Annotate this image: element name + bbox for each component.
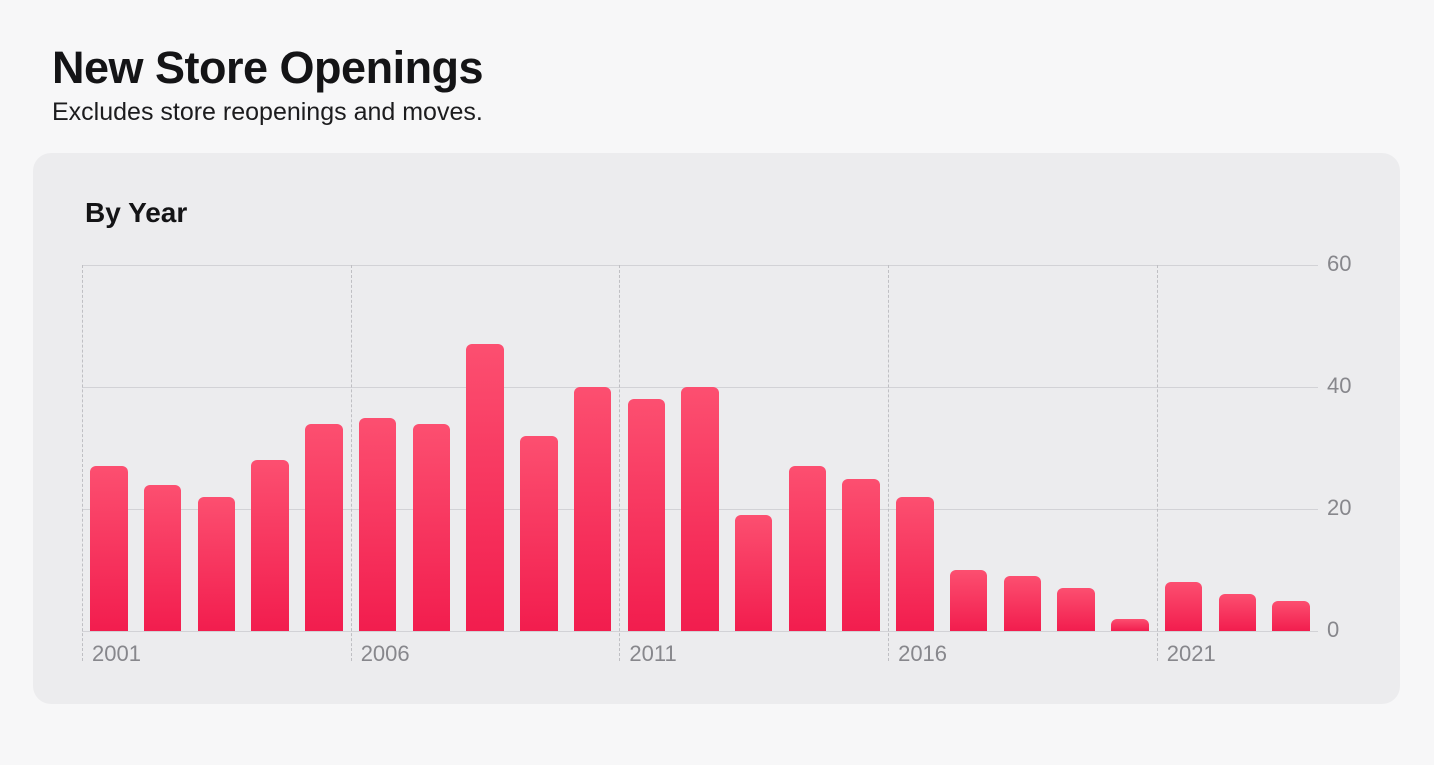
bar-2001 [90, 466, 128, 631]
bar-2006 [358, 417, 397, 631]
x-axis-label-2006: 2006 [360, 641, 410, 666]
bar-2007 [412, 423, 451, 631]
bar-2016 [896, 496, 934, 631]
bar-2022 [1218, 594, 1257, 631]
bar-2017 [949, 570, 988, 631]
y-axis-label-40: 40 [1327, 373, 1352, 398]
bar-2018 [1003, 576, 1042, 631]
dashed-gridline-2001 [82, 265, 83, 661]
bar-2004 [251, 460, 289, 631]
chart-card: By Year 0 20 40 60 2001 2006 2011 2016 2021 [33, 153, 1400, 704]
y-axis-label-20: 20 [1327, 495, 1352, 520]
bar-2009 [520, 435, 558, 631]
bar-2021 [1164, 582, 1203, 631]
bar-2014 [788, 466, 827, 631]
x-axis-label-2016: 2016 [898, 641, 948, 666]
card-title: By Year [85, 197, 188, 228]
page-subtitle: Excludes store reopenings and moves. [52, 98, 483, 126]
x-axis-label-2021: 2021 [1166, 641, 1216, 666]
by-year-bar-chart: 0 20 40 60 2001 2006 2011 2016 2021 [33, 153, 1400, 704]
dashed-gridline-2006 [350, 265, 352, 661]
bar-2020 [1111, 618, 1149, 631]
bar-2023 [1272, 600, 1310, 631]
bar-2008 [466, 344, 504, 631]
bar-2012 [681, 387, 719, 631]
page-title: New Store Openings [52, 42, 484, 93]
gridline-y-60 [82, 265, 1318, 266]
bar-2019 [1057, 588, 1095, 631]
dashed-gridline-2021 [1156, 265, 1158, 661]
bar-2002 [143, 484, 182, 631]
bar-2013 [734, 515, 773, 631]
gridline-y-0 [82, 631, 1318, 632]
bar-2015 [842, 478, 880, 631]
x-axis-label-2001: 2001 [92, 641, 141, 666]
y-axis-label-60: 60 [1327, 251, 1352, 276]
x-axis-label-2011: 2011 [629, 641, 677, 666]
bar-2005 [305, 423, 343, 631]
y-axis-label-0: 0 [1327, 617, 1340, 642]
dashed-gridline-2016 [888, 265, 890, 661]
bar-2003 [197, 496, 236, 631]
bar-2010 [573, 387, 612, 631]
dashed-gridline-2011 [619, 265, 621, 661]
bar-2011 [627, 399, 665, 631]
